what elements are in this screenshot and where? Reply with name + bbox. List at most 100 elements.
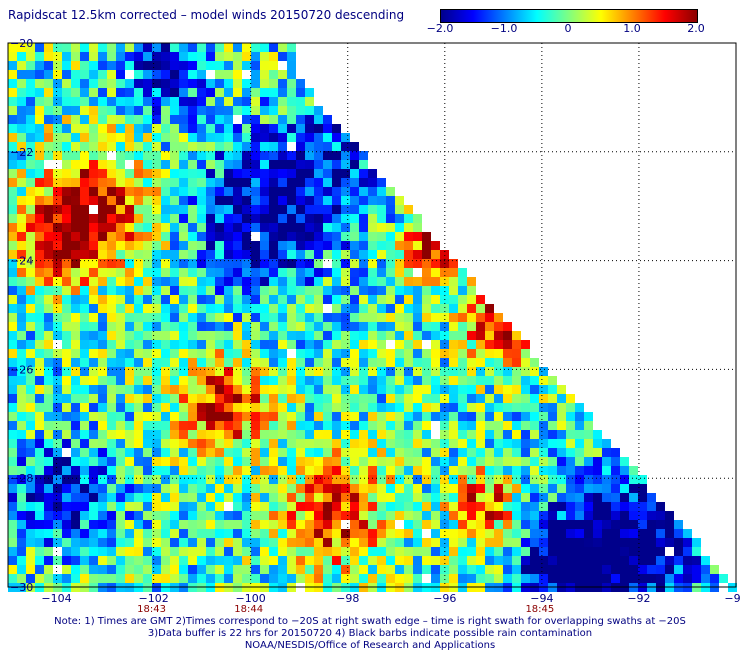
wind-cell bbox=[98, 88, 107, 97]
wind-cell bbox=[188, 259, 197, 268]
wind-cell bbox=[485, 538, 494, 547]
wind-cell bbox=[161, 403, 170, 412]
wind-cell bbox=[98, 187, 107, 196]
wind-cell bbox=[305, 223, 314, 232]
wind-cell bbox=[233, 106, 242, 115]
wind-cell bbox=[575, 547, 584, 556]
wind-cell bbox=[17, 106, 26, 115]
wind-cell bbox=[26, 421, 35, 430]
wind-cell bbox=[485, 556, 494, 565]
wind-cell bbox=[287, 403, 296, 412]
wind-cell bbox=[242, 565, 251, 574]
wind-cell bbox=[8, 376, 17, 385]
wind-cell bbox=[215, 475, 224, 484]
wind-cell bbox=[341, 403, 350, 412]
wind-cell bbox=[323, 421, 332, 430]
wind-cell bbox=[287, 277, 296, 286]
wind-cell bbox=[251, 556, 260, 565]
wind-cell bbox=[242, 394, 251, 403]
wind-cell bbox=[341, 313, 350, 322]
wind-cell bbox=[269, 115, 278, 124]
wind-cell bbox=[350, 484, 359, 493]
wind-cell bbox=[296, 340, 305, 349]
wind-cell bbox=[215, 448, 224, 457]
wind-cell bbox=[170, 457, 179, 466]
wind-cell bbox=[494, 529, 503, 538]
wind-cell bbox=[251, 511, 260, 520]
wind-cell bbox=[422, 358, 431, 367]
wind-cell bbox=[116, 520, 125, 529]
wind-cell bbox=[467, 277, 476, 286]
wind-cell bbox=[647, 529, 656, 538]
wind-cell bbox=[467, 484, 476, 493]
wind-cell bbox=[107, 187, 116, 196]
wind-cell bbox=[224, 457, 233, 466]
wind-cell bbox=[134, 430, 143, 439]
wind-cell bbox=[260, 493, 269, 502]
wind-cell bbox=[143, 565, 152, 574]
wind-cell bbox=[485, 430, 494, 439]
wind-cell bbox=[341, 349, 350, 358]
wind-cell bbox=[8, 529, 17, 538]
wind-cell bbox=[332, 295, 341, 304]
wind-cell bbox=[71, 205, 80, 214]
wind-cell bbox=[17, 547, 26, 556]
wind-cell bbox=[170, 385, 179, 394]
wind-cell bbox=[494, 412, 503, 421]
wind-cell bbox=[26, 412, 35, 421]
wind-cell bbox=[503, 502, 512, 511]
wind-cell bbox=[656, 538, 665, 547]
wind-cell bbox=[251, 97, 260, 106]
wind-cell bbox=[278, 214, 287, 223]
wind-cell bbox=[224, 574, 233, 583]
wind-cell bbox=[35, 511, 44, 520]
wind-cell bbox=[62, 115, 71, 124]
wind-cell bbox=[341, 556, 350, 565]
wind-cell bbox=[134, 529, 143, 538]
wind-cell bbox=[440, 466, 449, 475]
wind-cell bbox=[611, 520, 620, 529]
wind-cell bbox=[530, 529, 539, 538]
wind-cell bbox=[98, 421, 107, 430]
wind-cell bbox=[611, 556, 620, 565]
wind-cell bbox=[368, 295, 377, 304]
wind-cell bbox=[422, 475, 431, 484]
wind-cell bbox=[17, 403, 26, 412]
wind-cell bbox=[206, 394, 215, 403]
wind-cell bbox=[359, 214, 368, 223]
wind-cell bbox=[161, 457, 170, 466]
wind-cell bbox=[629, 466, 638, 475]
wind-cell bbox=[692, 565, 701, 574]
wind-cell bbox=[638, 556, 647, 565]
wind-cell bbox=[602, 565, 611, 574]
wind-cell bbox=[350, 502, 359, 511]
wind-cell bbox=[233, 187, 242, 196]
wind-cell bbox=[611, 466, 620, 475]
wind-cell bbox=[413, 394, 422, 403]
wind-cell bbox=[296, 556, 305, 565]
wind-cell bbox=[458, 394, 467, 403]
wind-cell bbox=[584, 493, 593, 502]
wind-cell bbox=[323, 223, 332, 232]
wind-cell bbox=[62, 187, 71, 196]
wind-cell bbox=[296, 286, 305, 295]
wind-cell bbox=[269, 286, 278, 295]
wind-cell bbox=[620, 574, 629, 583]
wind-cell bbox=[233, 133, 242, 142]
lon-tick-label: −98 bbox=[336, 592, 359, 605]
wind-cell bbox=[296, 565, 305, 574]
wind-cell bbox=[98, 241, 107, 250]
wind-cell bbox=[467, 556, 476, 565]
wind-cell bbox=[359, 349, 368, 358]
wind-cell bbox=[413, 313, 422, 322]
wind-cell bbox=[449, 367, 458, 376]
wind-cell bbox=[431, 475, 440, 484]
wind-cell bbox=[134, 385, 143, 394]
wind-cell bbox=[53, 61, 62, 70]
wind-cell bbox=[44, 43, 53, 52]
wind-cell bbox=[395, 214, 404, 223]
wind-cell bbox=[548, 565, 557, 574]
wind-cell bbox=[314, 430, 323, 439]
wind-cell bbox=[242, 484, 251, 493]
wind-cell bbox=[413, 376, 422, 385]
